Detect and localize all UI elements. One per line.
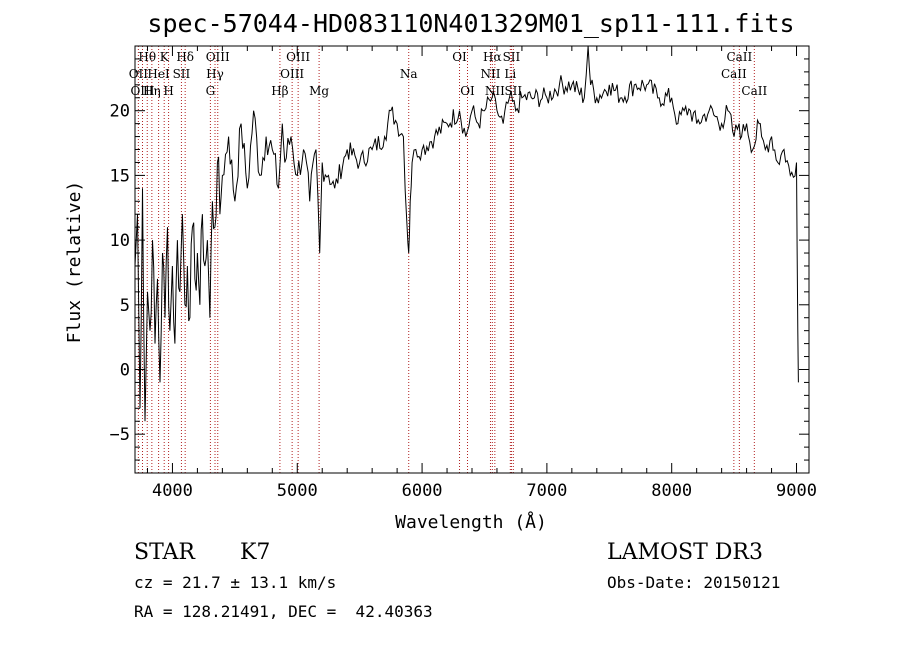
line-marker-label: Hβ — [271, 84, 288, 98]
y-axis: −5 0 5 10 15 20 — [110, 58, 809, 474]
x-tick-label: 7000 — [526, 481, 567, 501]
x-axis-label: Wavelength (Å) — [395, 511, 547, 533]
line-marker-label: K — [160, 50, 170, 64]
spectrum-line — [134, 45, 799, 422]
line-marker-label: NII — [480, 67, 500, 81]
line-marker-label: OI — [460, 84, 475, 98]
x-tick-label: 5000 — [277, 481, 318, 501]
line-marker-label: Hδ — [176, 50, 194, 64]
line-marker-label: SII — [503, 50, 521, 64]
line-marker-label: H — [163, 84, 173, 98]
x-axis: 4000 5000 6000 7000 8000 9000 — [146, 46, 817, 501]
line-marker-label: CaII — [741, 84, 767, 98]
line-marker-label: OIII — [206, 50, 230, 64]
line-marker-label: Li — [504, 67, 516, 81]
coordinates-text: RA = 128.21491, DEC = 42.40363 — [134, 602, 433, 621]
line-marker-label: OII — [129, 67, 149, 81]
y-tick-label: 20 — [110, 102, 130, 122]
y-tick-label: 5 — [120, 296, 130, 316]
line-marker-label: NII — [485, 84, 505, 98]
line-marker-label: CaII — [726, 50, 752, 64]
obs-date-text: Obs-Date: 20150121 — [607, 573, 781, 592]
line-marker-label: HeI — [147, 67, 170, 81]
survey-label: LAMOST DR3 — [607, 540, 763, 565]
class-label: STAR — [134, 540, 195, 565]
line-marker-label: SII — [504, 84, 522, 98]
y-axis-label: Flux (relative) — [64, 181, 85, 344]
chart-title: spec-57044-HD083110N401329M01_sp11-111.f… — [147, 9, 794, 38]
line-marker-label: Hγ — [206, 67, 224, 81]
x-tick-label: 4000 — [152, 481, 193, 501]
subclass-label: K7 — [240, 540, 271, 565]
x-tick-label: 9000 — [776, 481, 817, 501]
line-marker-label: SII — [173, 67, 191, 81]
line-marker-label: OI — [452, 50, 467, 64]
line-marker-label: Mg — [309, 84, 329, 98]
line-marker-label: OIII — [280, 67, 304, 81]
x-tick-label: 8000 — [651, 481, 692, 501]
y-tick-label: −5 — [110, 425, 130, 445]
line-marker-label: Hθ — [138, 50, 156, 64]
y-tick-label: 10 — [110, 231, 130, 251]
line-marker-label: Na — [400, 67, 418, 81]
line-marker-labels: OIIOIIIHθHηHeIKHSIIHδGHγOIIIHβOIIIOIIIMg… — [129, 50, 768, 98]
line-marker-label: G — [206, 84, 216, 98]
line-marker-label: OIII — [286, 50, 310, 64]
line-marker-label: Hα — [483, 50, 502, 64]
y-tick-label: 15 — [110, 166, 130, 186]
line-marker-label: Hη — [143, 84, 161, 98]
redshift-text: cz = 21.7 ± 13.1 km/s — [134, 573, 337, 592]
x-tick-label: 6000 — [402, 481, 443, 501]
line-markers — [137, 46, 755, 473]
line-marker-label: CaII — [721, 67, 747, 81]
y-tick-label: 0 — [120, 360, 130, 380]
line-marker-label: OIII — [130, 84, 154, 98]
